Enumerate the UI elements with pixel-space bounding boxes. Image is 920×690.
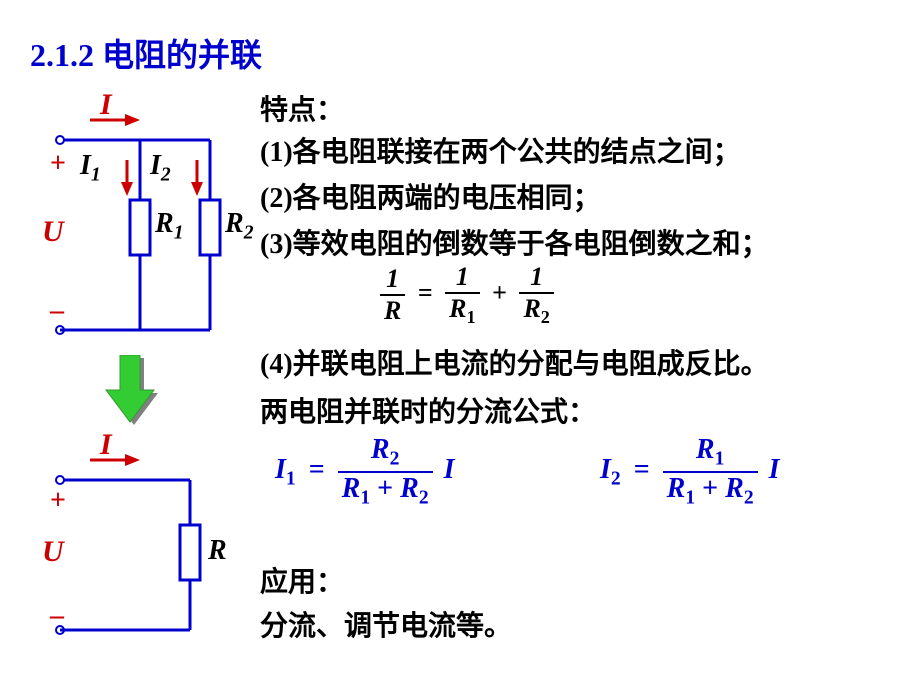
label-plus: + xyxy=(50,148,66,180)
application-title: 应用： xyxy=(260,560,344,600)
label-minus: – xyxy=(50,295,64,327)
circuit-parallel-svg xyxy=(40,90,240,350)
label-I1: I1 xyxy=(80,150,101,187)
point-1: (1)各电阻联接在两个公共的结点之间； xyxy=(260,130,741,170)
circuit-equivalent: I + U R – xyxy=(40,430,240,650)
current-divider-title: 两电阻并联时的分流公式： xyxy=(260,390,596,430)
circuit-parallel: I + I1 I2 R1 R2 U – xyxy=(40,90,240,340)
label-U-eq: U xyxy=(42,535,64,569)
point-2: (2)各电阻两端的电压相同； xyxy=(260,176,601,216)
label-I-eq: I xyxy=(100,428,112,462)
down-arrow-icon xyxy=(100,355,160,435)
formula-reciprocal: 1R = 1R1 + 1R2 xyxy=(380,262,554,328)
label-I: I xyxy=(100,88,112,122)
label-R-eq: R xyxy=(208,535,227,567)
section-heading: 2.1.2 电阻的并联 xyxy=(30,30,262,76)
point-4: (4)并联电阻上电流的分配与电阻成反比。 xyxy=(260,342,769,382)
label-plus-eq: + xyxy=(50,485,66,517)
features-title: 特点： xyxy=(260,88,344,128)
label-I2: I2 xyxy=(150,150,171,187)
label-R2: R2 xyxy=(225,208,253,245)
label-R1: R1 xyxy=(155,208,183,245)
label-minus-eq: – xyxy=(50,600,64,632)
point-3: (3)等效电阻的倒数等于各电阻倒数之和； xyxy=(260,222,769,262)
application-text: 分流、调节电流等。 xyxy=(260,604,512,644)
formula-I1: I1 = R2 R1 + R2 I xyxy=(275,434,455,509)
formula-I2: I2 = R1 R1 + R2 I xyxy=(600,434,780,509)
label-U: U xyxy=(42,215,64,249)
